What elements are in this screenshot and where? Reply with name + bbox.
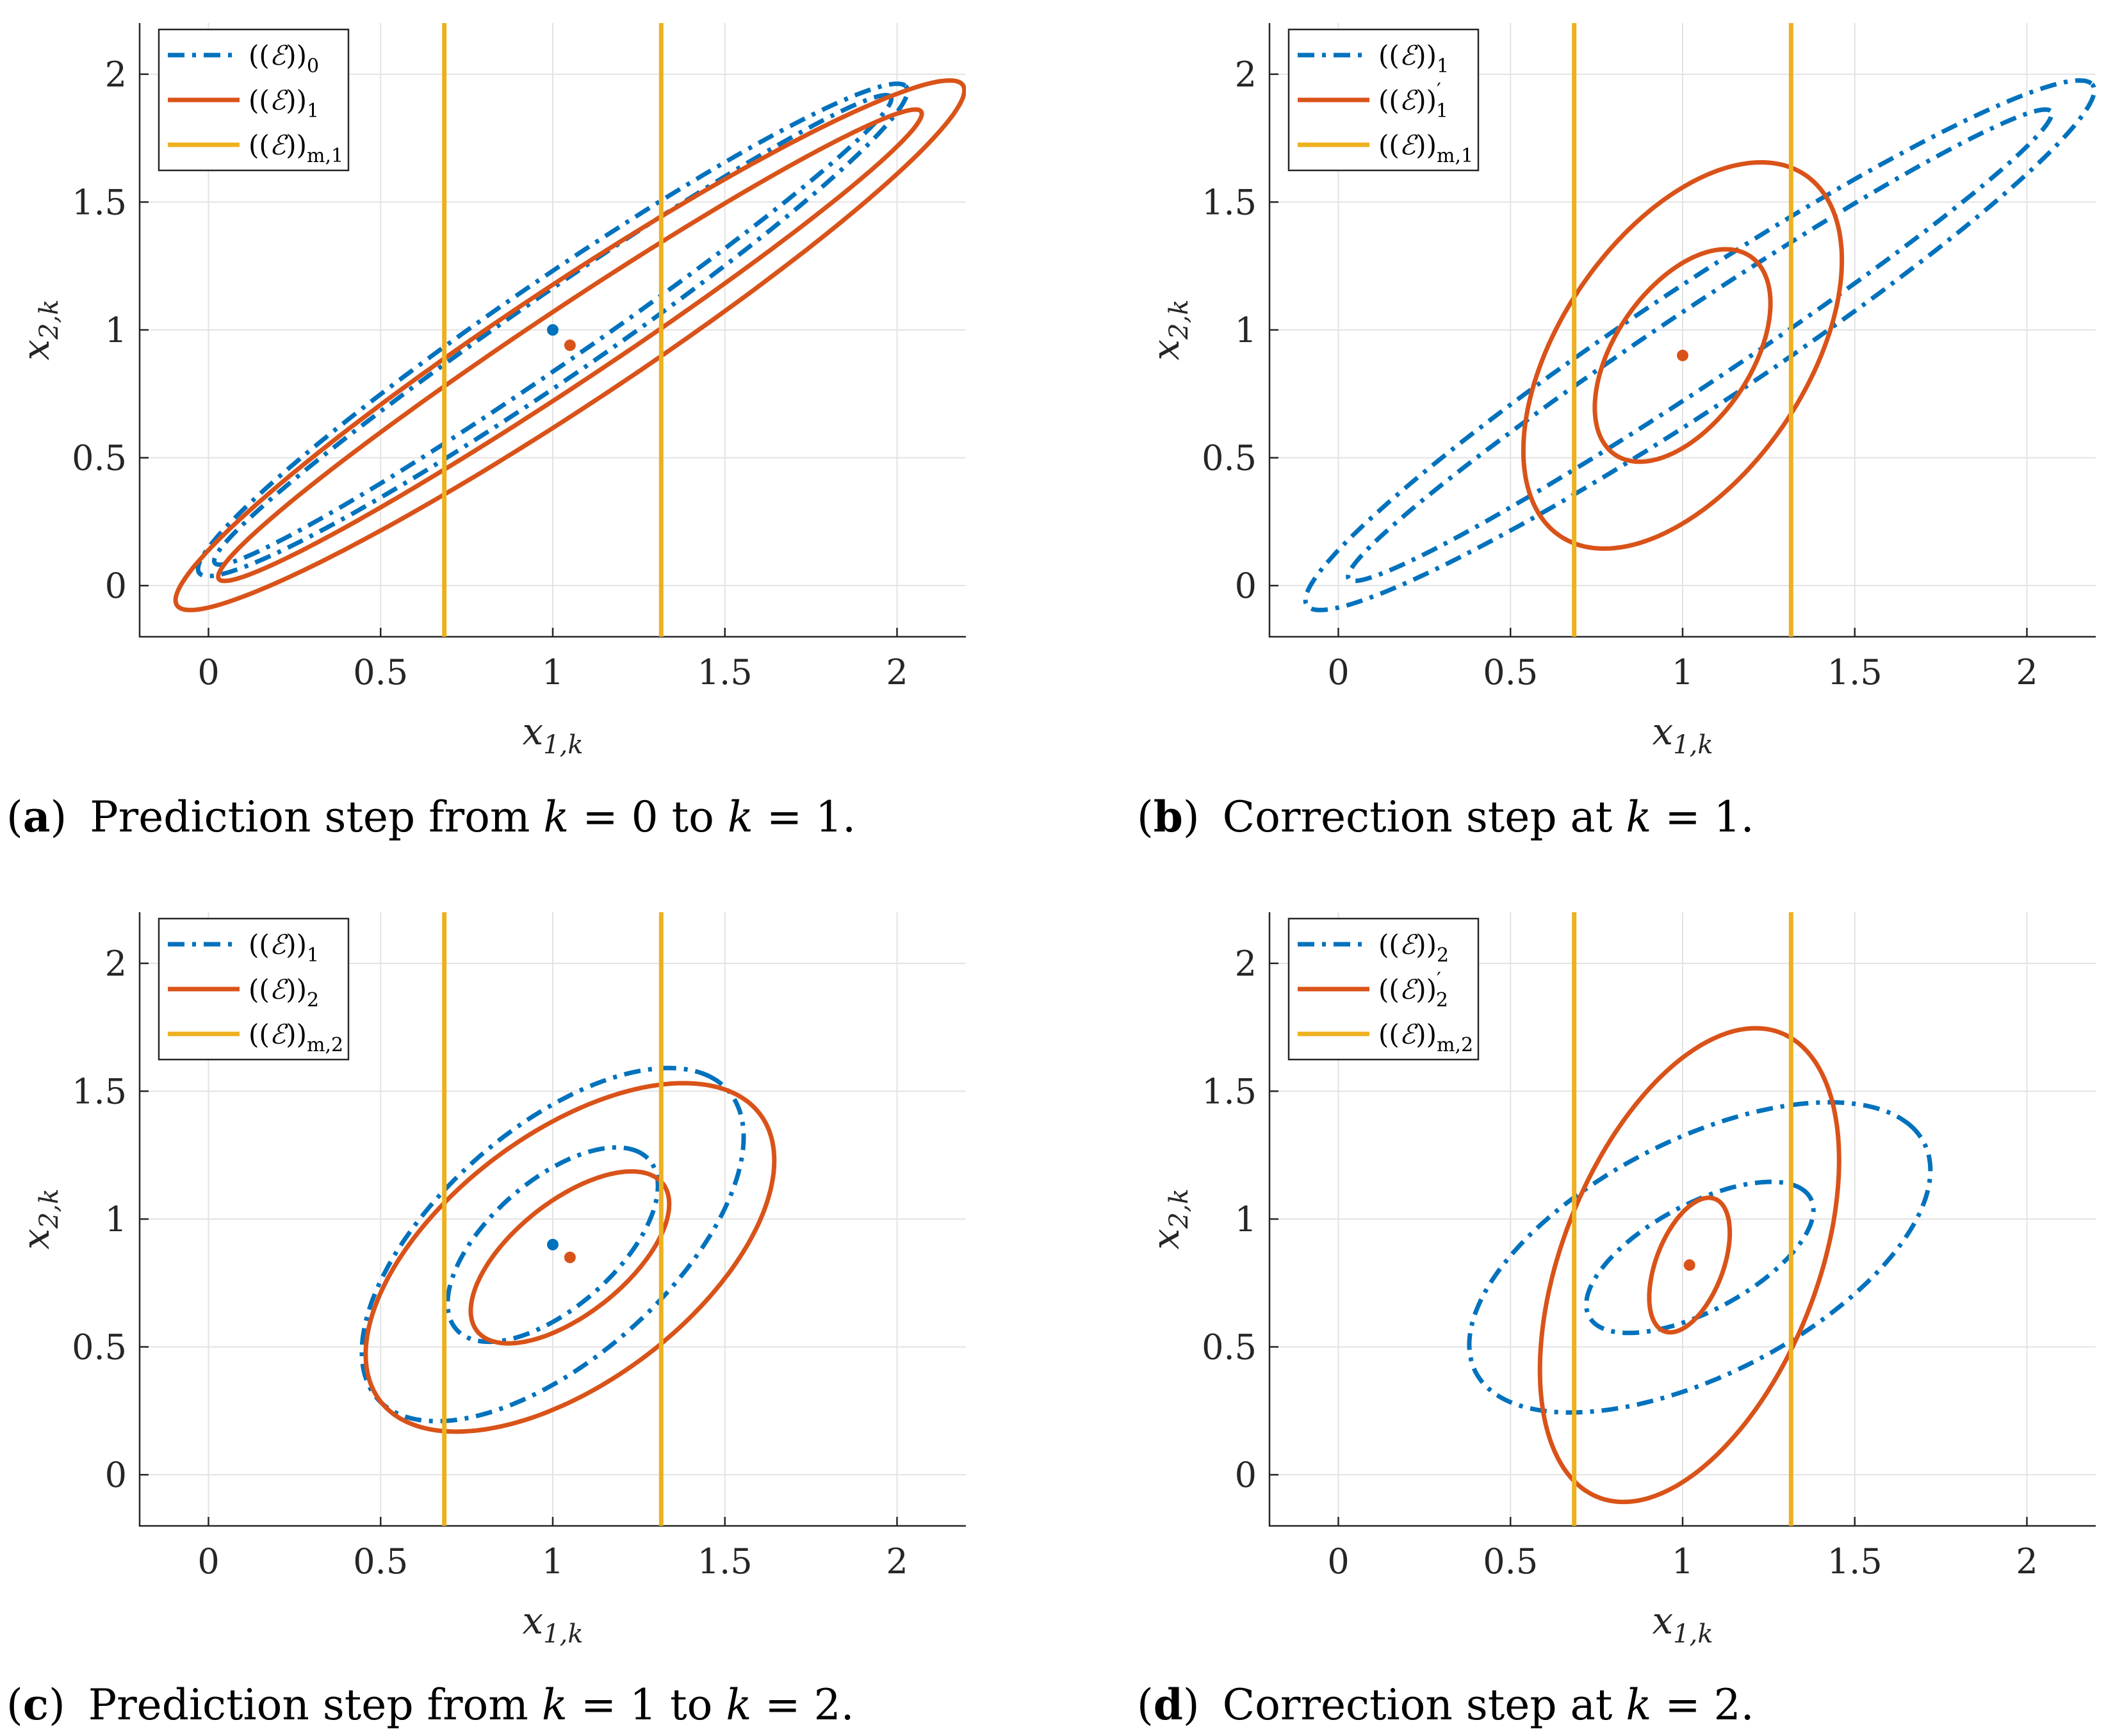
x-tick-label: 1 xyxy=(542,652,564,692)
ellipse-series-3 xyxy=(1647,1195,1733,1335)
y-axis-label: x2,k xyxy=(14,1188,64,1249)
y-tick-label: 0.5 xyxy=(1202,1327,1257,1368)
center-point xyxy=(547,1238,559,1250)
ellipse-series-3 xyxy=(216,107,924,584)
legend-entry: ((ℰ))′ 2 xyxy=(1378,969,1448,1011)
y-tick-label: 0 xyxy=(105,566,127,606)
axes xyxy=(1268,912,2096,1527)
legend: ((ℰ))1((ℰ))′ 1 ((ℰ))m,1 xyxy=(1287,28,1480,172)
ellipse-series-0 xyxy=(1467,1100,1933,1415)
x-tick-label: 0 xyxy=(1327,652,1349,692)
x-tick-label: 1.5 xyxy=(698,1541,753,1582)
x-tick-label: 1.5 xyxy=(1827,1541,1882,1582)
y-axis-label: x2,k xyxy=(14,299,64,360)
y-tick-label: 1.5 xyxy=(72,1071,127,1111)
x-tick-label: 2 xyxy=(886,1541,908,1582)
x-axis-label: x1,k xyxy=(522,710,583,760)
caption-d: (d) Correction step at k = 2. xyxy=(1137,1680,1754,1730)
center-point xyxy=(1683,1259,1695,1271)
legend-entry: ((ℰ))′ 1 xyxy=(1378,79,1448,122)
x-tick-label: 0 xyxy=(197,1541,219,1582)
y-tick-label: 1 xyxy=(105,1199,127,1240)
x-tick-label: 0.5 xyxy=(353,652,408,692)
ellipse-series-2 xyxy=(1521,160,1845,551)
y-tick-label: 1.5 xyxy=(1202,1071,1257,1111)
y-tick-label: 2 xyxy=(1235,54,1257,95)
legend: ((ℰ))2((ℰ))′ 2 ((ℰ))m,2 xyxy=(1287,917,1480,1061)
legend: ((ℰ))1 ((ℰ))2 ((ℰ))m,2 xyxy=(158,917,350,1061)
ellipse-series-0 xyxy=(1303,78,2096,612)
x-tick-label: 1.5 xyxy=(1827,652,1882,692)
center-point xyxy=(564,1251,576,1263)
y-tick-label: 2 xyxy=(105,944,127,984)
ellipse-series-2 xyxy=(1537,1026,1841,1505)
axes xyxy=(1268,23,2096,638)
y-tick-label: 1 xyxy=(1235,310,1257,350)
x-axis-label: x1,k xyxy=(522,1599,583,1649)
x-tick-label: 2 xyxy=(2016,1541,2037,1582)
x-axis-label: x1,k xyxy=(1652,1599,1713,1649)
x-tick-label: 1 xyxy=(1672,652,1694,692)
legend-entry: ((ℰ))1 xyxy=(249,929,319,967)
y-axis-label: x2,k xyxy=(1144,299,1194,360)
legend-entry: ((ℰ))0 xyxy=(249,40,319,78)
legend-entry: ((ℰ))1 xyxy=(1378,40,1449,78)
y-tick-label: 1.5 xyxy=(72,182,127,222)
y-tick-label: 2 xyxy=(1235,944,1257,984)
y-tick-label: 0 xyxy=(1235,566,1257,606)
legend-entry: ((ℰ))2 xyxy=(249,974,319,1011)
panel-c: 0 0.5 1 1.5 200.511.52x1,kx2,k((ℰ))1((ℰ))2((… xyxy=(6,912,966,1730)
axes xyxy=(138,912,966,1527)
x-tick-label: 1 xyxy=(542,1541,564,1582)
axes xyxy=(138,23,966,638)
center-point xyxy=(547,324,559,336)
legend-entry: ((ℰ))m,2 xyxy=(1378,1019,1473,1056)
center-point xyxy=(564,339,576,351)
y-tick-label: 0.5 xyxy=(72,1327,127,1368)
caption-a: (a) Prediction step from k = 0 to k = 1. xyxy=(6,792,856,842)
ellipse-series-3 xyxy=(1592,247,1773,464)
caption-c: (c) Prediction step from k = 1 to k = 2. xyxy=(6,1680,854,1730)
x-axis-label: x1,k xyxy=(1652,710,1713,760)
ellipse-series-3 xyxy=(468,1169,672,1346)
ellipse-series-1 xyxy=(1346,107,2054,584)
x-tick-label: 2 xyxy=(886,652,908,692)
y-tick-label: 1.5 xyxy=(1202,182,1257,222)
legend-entry: ((ℰ))1 xyxy=(249,85,319,122)
x-tick-label: 0 xyxy=(1327,1541,1349,1582)
ellipse-series-1 xyxy=(1584,1179,1816,1336)
y-tick-label: 2 xyxy=(105,54,127,95)
ellipse-series-2 xyxy=(363,1081,777,1434)
legend-entry: ((ℰ))m,1 xyxy=(249,129,343,167)
caption-b: (b) Correction step at k = 1. xyxy=(1137,792,1754,842)
ellipse-series-1 xyxy=(445,1145,660,1345)
ellipse-series-2 xyxy=(173,78,966,612)
y-tick-label: 0 xyxy=(1235,1455,1257,1495)
x-tick-label: 0.5 xyxy=(1483,652,1538,692)
x-tick-label: 0 xyxy=(197,652,219,692)
legend: ((ℰ))0 ((ℰ))1 ((ℰ))m,1 xyxy=(158,28,350,172)
x-tick-label: 1 xyxy=(1672,1541,1694,1582)
x-tick-label: 0.5 xyxy=(353,1541,408,1582)
legend-entry: ((ℰ))m,2 xyxy=(249,1019,343,1056)
x-tick-label: 1.5 xyxy=(698,652,753,692)
y-tick-label: 1 xyxy=(1235,1199,1257,1240)
y-tick-label: 0.5 xyxy=(72,438,127,479)
legend-entry: ((ℰ))2 xyxy=(1378,929,1449,967)
panel-a: 0 0.5 1 1.5 200.511.52x1,kx2,k((ℰ))0((ℰ))1((… xyxy=(6,23,966,842)
legend-entry: ((ℰ))m,1 xyxy=(1378,129,1473,167)
x-tick-label: 2 xyxy=(2016,652,2037,692)
y-axis-label: x2,k xyxy=(1144,1188,1194,1249)
x-tick-label: 0.5 xyxy=(1483,1541,1538,1582)
y-tick-label: 0.5 xyxy=(1202,438,1257,479)
ellipse-series-0 xyxy=(359,1065,746,1424)
y-tick-label: 0 xyxy=(105,1455,127,1495)
y-tick-label: 1 xyxy=(105,310,127,350)
center-point xyxy=(1677,349,1688,361)
ellipse-series-0 xyxy=(195,81,910,578)
